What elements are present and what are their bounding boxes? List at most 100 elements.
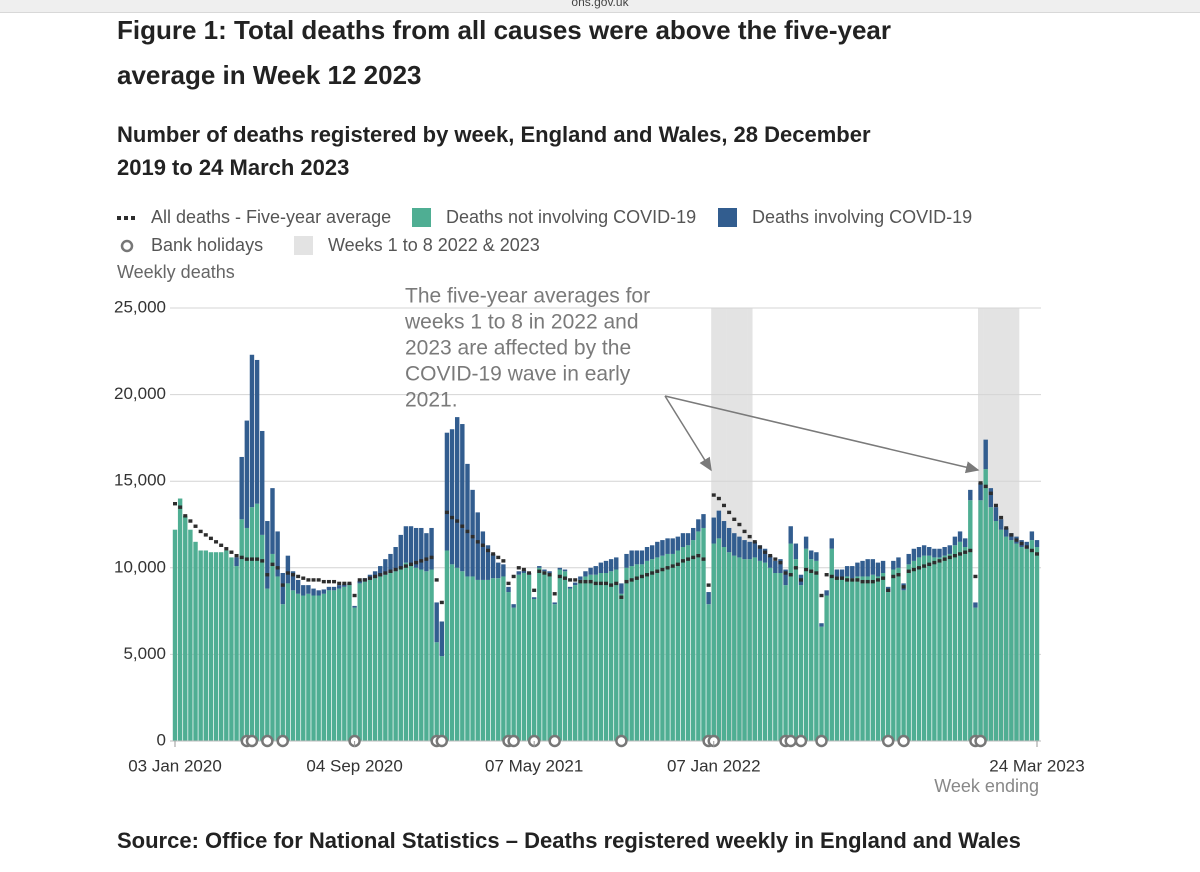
average-marker [793,566,798,570]
bar-segment [793,543,799,560]
bar-segment [670,538,675,554]
legend-symbol [294,236,313,255]
bar-segment [460,571,465,741]
average-marker [352,593,357,598]
bar-segment [403,526,409,563]
bar-segment [711,517,716,544]
average-marker [624,579,629,584]
bar-segment [968,500,973,741]
average-marker [1009,533,1014,537]
bar-segment [880,560,886,573]
bar-segment [973,602,978,608]
bar-segment [506,586,511,593]
average-marker [1019,541,1024,546]
y-tick-label: 25,000 [114,297,166,316]
bar-segment [865,576,870,741]
bar-segment [814,560,819,741]
bar-segment [275,576,280,741]
bar-segment [962,538,968,548]
bar-segment [378,566,383,577]
bar-segment [762,562,768,741]
average-marker [927,562,932,567]
average-marker [706,583,711,587]
bar-segment [608,571,614,741]
bar-segment [855,576,860,741]
bar-segment [485,579,491,741]
bar-segment [331,586,337,591]
bar-segment [342,584,347,587]
bar-segment [742,540,747,560]
average-marker [747,534,752,539]
bar-segment [1009,540,1014,741]
bar-segment [901,590,906,741]
bar-segment [583,576,588,741]
bar-segment [660,555,665,741]
bar-segment [460,424,465,572]
average-marker [409,562,414,567]
bar-segment [537,566,542,568]
bar-segment [465,463,470,577]
bar-segment [665,553,670,741]
bar-segment [896,567,901,741]
bar-segment [721,521,727,548]
bar-segment [762,548,768,563]
bar-segment [675,536,681,551]
average-marker [506,581,511,586]
bar-segment [911,548,917,561]
average-marker [1029,548,1034,553]
average-marker [552,592,557,596]
average-marker [173,502,177,506]
bar-segment [444,432,450,551]
bar-segment [270,553,275,741]
average-marker [378,573,383,577]
bar-segment [957,541,963,741]
bar-segment [891,569,896,741]
bank-holiday-marker [507,734,520,748]
average-marker [460,524,465,528]
average-marker [373,574,378,579]
x-tick-label: 03 Jan 2020 [128,756,222,775]
average-marker [219,543,224,547]
average-marker [958,552,963,556]
bar-segment [1029,531,1035,541]
chart-title: Figure 1: Total deaths from all causes w… [117,15,892,90]
bar-segment [614,557,619,570]
average-marker [455,519,460,523]
bar-segment [649,545,655,560]
bar-segment [306,585,311,594]
average-marker [650,571,655,575]
bar-segment [413,567,419,741]
average-marker [511,574,516,579]
bar-segment [557,569,563,741]
average-marker [573,578,578,582]
bar-segment [229,557,234,741]
bar-segment [383,574,388,741]
bar-segment [809,559,814,741]
legend-symbol [718,208,737,227]
bar-segment [511,604,516,608]
average-marker [716,496,721,501]
bar-segment [378,576,383,741]
bar-segment [788,526,793,544]
average-marker [203,533,208,537]
average-marker [357,578,362,582]
average-marker [983,484,988,489]
bar-segment [844,566,850,577]
bar-segment [665,538,670,554]
average-marker [814,571,819,575]
bar-segment [465,576,470,741]
bar-segment [419,527,424,570]
bar-segment [331,590,337,741]
average-marker [1014,538,1019,542]
average-marker [439,600,444,605]
bar-segment [649,559,655,741]
bar-segment [644,560,650,741]
bar-segment [393,571,398,741]
bar-segment [470,489,475,577]
bar-segment [875,576,881,741]
bar-segment [578,576,583,580]
bar-segment [767,555,773,568]
average-marker [347,581,352,586]
bar-segment [352,605,357,608]
